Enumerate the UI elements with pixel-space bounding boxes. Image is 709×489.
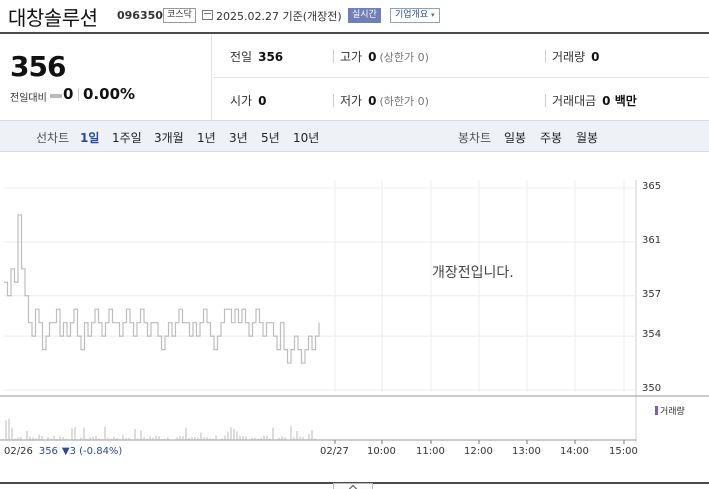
open-value: 0 (258, 94, 267, 108)
amount-value: 0 백만 (602, 94, 637, 108)
row-divider (213, 77, 709, 78)
price-chart[interactable]: 개장전입니다. 거래량 365 361 357 354 350 02/27 10:00 11… (0, 152, 709, 489)
tab-3y[interactable]: 3년 (229, 131, 248, 145)
open-price: 시가 0 (230, 92, 266, 109)
x-tick-label: 02/27 (320, 446, 349, 457)
divider (545, 50, 546, 63)
x-tick-label: 12:00 (464, 446, 493, 457)
tab-weekly[interactable]: 주봉 (540, 131, 563, 145)
high-price: 고가 0 (상한가 0) (340, 48, 429, 65)
volume-legend: 거래량 (655, 404, 685, 417)
legend-date: 02/26 (4, 446, 33, 457)
line-chart-label: 선차트 (36, 131, 70, 145)
company-info-button[interactable]: 기업개요 ▾ (390, 8, 440, 23)
low-value: 0 (368, 94, 377, 108)
collapse-button[interactable] (333, 483, 373, 489)
chart-toolbar: 선차트 1일 1주일 3개월 1년 3년 5년 10년 봉차트 일봉 주봉 월봉 (0, 120, 709, 152)
volume: 거래량 0 (552, 48, 599, 65)
prev-close-label: 전일 (230, 50, 253, 64)
stock-name: 대창솔루션 (8, 6, 98, 30)
y-tick-label: 365 (642, 181, 662, 192)
trade-amount: 거래대금 0 백만 (552, 92, 637, 109)
price-line (4, 214, 320, 364)
calendar-icon (202, 10, 213, 20)
volume-value: 0 (591, 50, 600, 64)
market-closed-notice: 개장전입니다. (432, 265, 514, 281)
volume-label: 거래량 (552, 50, 586, 64)
company-info-label: 기업개요 (395, 10, 429, 20)
divider (333, 50, 334, 63)
prev-close-value: 356 (258, 50, 284, 64)
x-tick-label: 11:00 (416, 446, 445, 457)
divider (545, 94, 546, 107)
low-price: 저가 0 (하한가 0) (340, 92, 429, 109)
current-price: 356 (10, 50, 66, 83)
tab-1y[interactable]: 1년 (197, 131, 216, 145)
x-tick-label: 13:00 (512, 446, 541, 457)
low-label: 저가 (340, 94, 363, 108)
divider (78, 88, 79, 101)
upper-limit: (상한가 0) (379, 51, 429, 64)
divider (333, 94, 334, 107)
y-tick-label: 361 (642, 234, 662, 246)
tab-5y[interactable]: 5년 (261, 131, 280, 145)
lower-limit: (하한가 0) (379, 95, 429, 108)
tab-daily[interactable]: 일봉 (504, 131, 527, 145)
stock-header: 대창솔루션 096350 코스닥 2025.02.27 기준(개장전) 실시간 … (0, 0, 709, 32)
current-price-box: 356 전일대비 0 0.00% (0, 34, 212, 120)
change-label: 전일대비 (10, 93, 47, 104)
amount-label: 거래대금 (552, 94, 597, 108)
realtime-button[interactable]: 실시간 (348, 8, 381, 23)
stock-code: 096350 (117, 9, 163, 22)
base-date: 2025.02.27 기준(개장전) (216, 10, 342, 23)
x-tick-label: 14:00 (560, 446, 589, 457)
tab-monthly[interactable]: 월봉 (576, 131, 599, 145)
legend-price: 356 (38, 446, 58, 457)
tab-10y[interactable]: 10년 (293, 131, 320, 145)
change-percent: 0.00% (83, 85, 136, 103)
unchanged-icon (50, 94, 62, 98)
change-value: 0 (63, 85, 74, 103)
chart-legend: 02/26 356 ▼3 (-0.84%) (4, 446, 122, 457)
price-summary: 356 전일대비 0 0.00% 전일 356 고가 0 (상한가 0) 거래량 0 시… (0, 34, 709, 120)
tab-1w[interactable]: 1주일 (112, 131, 142, 145)
chevron-down-icon: ▾ (431, 11, 435, 19)
market-badge: 코스닥 (163, 8, 196, 23)
header-divider (0, 32, 709, 34)
open-label: 시가 (230, 94, 253, 108)
high-label: 고가 (340, 50, 363, 64)
y-tick-label: 354 (642, 329, 662, 341)
prev-close: 전일 356 (230, 48, 283, 65)
price-chart-svg (0, 180, 709, 444)
x-tick-label: 15:00 (609, 446, 638, 457)
legend-change: ▼3 (-0.84%) (61, 446, 123, 457)
x-tick-label: 10:00 (367, 446, 396, 457)
y-tick-label: 350 (642, 383, 662, 394)
y-tick-label: 357 (642, 288, 662, 300)
tab-3m[interactable]: 3개월 (154, 131, 184, 145)
tab-1d[interactable]: 1일 (80, 131, 100, 145)
candle-chart-label: 봉차트 (458, 131, 492, 145)
high-value: 0 (368, 50, 377, 64)
